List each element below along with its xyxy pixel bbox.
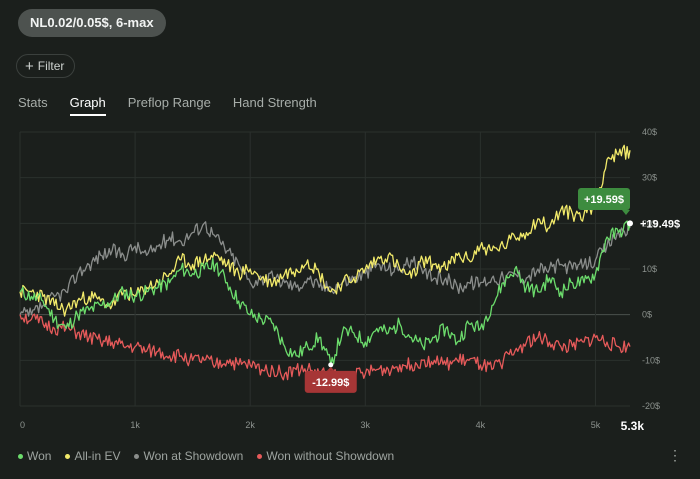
tab-hand-strength[interactable]: Hand Strength [232,95,317,110]
plus-icon: + [25,57,34,75]
max-badge-pointer [622,210,630,215]
y-tick-label: 30$ [642,173,657,183]
x-tick-label: 2k [245,420,255,430]
legend-label-won: Won [27,449,52,463]
more-vertical-icon[interactable]: ⋮ [668,447,682,463]
series-line-showdown [19,221,631,317]
legend-item-allin-ev[interactable]: All-in EV [65,449,120,463]
end-value-label: +19.49$ [640,218,680,230]
y-tick-label: -20$ [642,401,660,411]
chart-legend: Won All-in EV Won at Showdown Won withou… [18,449,394,463]
results-graph-svg: 40$ 30$ 20$ 10$ 0$ -10$ -20$ 0 1k 2k 3k 4k 5k 5.3k +19… [19,127,680,433]
legend-item-showdown[interactable]: Won at Showdown [134,449,243,463]
y-tick-label: 0$ [642,310,652,320]
y-tick-label: 20$ [642,218,657,228]
legend-dot-without-showdown [257,453,263,459]
x-tick-label: 0 [20,420,25,430]
end-point-marker [627,220,633,227]
x-tick-label: 4k [476,420,486,430]
filter-button[interactable]: + Filter [16,54,76,78]
x-tick-label: 5k [591,420,601,430]
legend-label-without-showdown: Won without Showdown [266,449,395,463]
y-tick-label: 10$ [642,264,657,274]
x-tick-label: 1k [130,420,140,430]
legend-dot-allin-ev [65,453,71,459]
tab-bar: Stats Graph Preflop Range Hand Strength [18,95,339,116]
results-graph[interactable]: 40$ 30$ 20$ 10$ 0$ -10$ -20$ 0 1k 2k 3k 4k 5k 5.3k +19… [0,118,700,438]
y-tick-label: 40$ [642,127,657,137]
legend-label-allin-ev: All-in EV [74,449,121,463]
stake-selector-pill[interactable]: NL0.02/0.05$, 6-max [18,9,166,37]
legend-dot-won [18,453,23,459]
series-line-won [19,220,631,366]
min-point-marker [328,362,334,368]
y-tick-label: -10$ [642,355,660,365]
legend-item-won[interactable]: Won [18,449,51,463]
min-badge-label: -12.99$ [312,377,349,389]
legend-label-showdown: Won at Showdown [143,449,244,463]
max-badge-label: +19.59$ [584,194,624,206]
series-line-allin-ev [19,144,631,317]
x-tick-label: 3k [361,420,371,430]
max-badge-bg [578,188,630,210]
tab-graph[interactable]: Graph [69,95,106,116]
legend-item-without-showdown[interactable]: Won without Showdown [257,449,394,463]
x-max-label: 5.3k [621,419,645,433]
tab-stats[interactable]: Stats [18,95,48,110]
filter-label: Filter [37,59,65,73]
min-badge-bg [304,370,357,393]
legend-dot-showdown [134,453,140,459]
min-badge-pointer [326,366,335,371]
tab-preflop-range[interactable]: Preflop Range [127,95,211,110]
